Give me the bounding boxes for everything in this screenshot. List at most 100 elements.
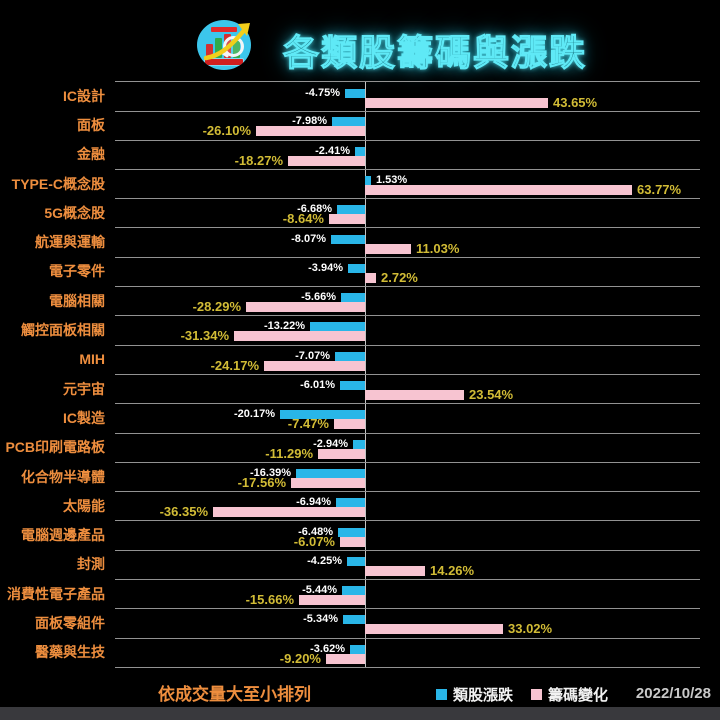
value-label-updown: -5.66%: [301, 291, 336, 304]
chart-row: MIH -7.07% -24.17%: [0, 345, 720, 375]
category-label: PCB印刷電路板: [5, 439, 105, 456]
bar-updown: [310, 322, 365, 332]
value-label-updown: -7.07%: [295, 349, 330, 362]
value-label-chips: 63.77%: [637, 181, 682, 197]
chart-row: IC設計 -4.75% 43.65%: [0, 81, 720, 113]
bar-chips: [365, 243, 411, 254]
legend-item-chips: 籌碼變化: [531, 684, 608, 705]
row-plot-area: -5.34% 33.02%: [115, 608, 700, 639]
bar-chips: [264, 360, 365, 371]
magnifier-icon: [223, 36, 244, 57]
value-label-updown: -7.98%: [292, 115, 327, 128]
bar-chips: [299, 595, 365, 606]
bar-updown: [336, 498, 365, 508]
value-label-chips: -6.07%: [293, 533, 335, 549]
value-label-chips: 14.26%: [430, 562, 475, 578]
category-label: 太陽能: [63, 497, 105, 514]
value-label-updown: -5.34%: [303, 613, 338, 626]
bar-chips: [256, 126, 365, 137]
row-plot-area: -6.48% -6.07%: [115, 521, 700, 551]
value-label-chips: -18.27%: [234, 152, 283, 168]
value-label-chips: 2.72%: [381, 269, 418, 285]
bar-chart: IC設計 -4.75% 43.65% 面板 -7.98% -26.10% 金融 -2.41% -…: [0, 81, 720, 668]
category-label: 化合物半導體: [21, 468, 105, 485]
bar-chips: [365, 565, 425, 576]
chart-row: 電腦相關 -5.66% -28.29%: [0, 286, 720, 317]
chart-row: IC製造 -20.17% -7.47%: [0, 403, 720, 434]
row-plot-area: 1.53% 63.77%: [115, 169, 700, 200]
category-label: 電子零件: [49, 263, 105, 280]
row-plot-area: -6.94% -36.35%: [115, 491, 700, 522]
category-label: MIH: [79, 351, 105, 368]
bar-chips: [334, 419, 365, 430]
value-label-updown: -8.07%: [291, 232, 326, 245]
bar-chips: [213, 507, 365, 518]
chart-row: 航運與運輸 -8.07% 11.03%: [0, 228, 720, 258]
bar-updown: [342, 586, 365, 596]
value-label-chips: -15.66%: [245, 592, 294, 608]
value-label-updown: -2.94%: [313, 437, 348, 450]
bar-updown: [337, 205, 365, 215]
category-label: 消費性電子產品: [7, 585, 105, 602]
bar-updown: [343, 615, 365, 625]
value-label-chips: 43.65%: [553, 95, 598, 110]
value-label-updown: -6.94%: [296, 496, 331, 509]
legend-item-updown: 類股漲跌: [436, 684, 513, 705]
category-label: IC設計: [63, 87, 105, 104]
category-label: 金融: [77, 146, 105, 163]
value-label-updown: -20.17%: [234, 408, 275, 421]
bar-updown: [340, 381, 365, 390]
row-plot-area: -13.22% -31.34%: [115, 315, 700, 346]
chart-legend: 類股漲跌 籌碼變化: [436, 684, 608, 705]
bar-chips: [365, 184, 632, 195]
row-plot-area: -4.75% 43.65%: [115, 81, 700, 113]
value-label-chips: -7.47%: [287, 416, 329, 432]
legend-label-chips: 籌碼變化: [548, 687, 609, 704]
chart-row: 消費性電子產品 -5.44% -15.66%: [0, 579, 720, 610]
bar-chips: [246, 302, 365, 313]
value-label-chips: -36.35%: [159, 504, 208, 520]
page-title: 各類股籌碼與漲跌: [282, 31, 587, 73]
value-label-updown: -4.75%: [305, 87, 340, 99]
category-label: 觸控面板相關: [21, 322, 105, 339]
value-label-chips: 11.03%: [416, 240, 460, 256]
chart-row: 封測 -4.25% 14.26%: [0, 550, 720, 581]
value-label-chips: -17.56%: [237, 474, 286, 490]
chart-row: PCB印刷電路板 -2.94% -11.29%: [0, 433, 720, 463]
bar-chips: [365, 624, 503, 635]
category-label: 電腦相關: [49, 292, 105, 309]
value-label-updown: -6.01%: [300, 379, 335, 391]
bar-chips: [291, 477, 365, 488]
bar-chips: [365, 98, 548, 108]
bar-updown: [341, 293, 365, 303]
value-label-updown: -16.39%: [250, 466, 291, 479]
window-bottom-edge: [0, 707, 720, 720]
category-label: TYPE-C概念股: [11, 175, 105, 192]
value-label-chips: 23.54%: [469, 387, 514, 402]
category-label: 面板零組件: [35, 615, 105, 632]
chart-row: 面板零組件 -5.34% 33.02%: [0, 608, 720, 639]
chart-row: 面板 -7.98% -26.10%: [0, 110, 720, 141]
category-label: 元宇宙: [63, 380, 105, 397]
chart-row: 5G概念股 -6.68% -8.64%: [0, 198, 720, 229]
row-plot-area: -3.62% -9.20%: [115, 638, 700, 668]
bar-updown: [331, 234, 365, 244]
row-plot-area: -3.94% 2.72%: [115, 257, 700, 288]
row-plot-area: -8.07% 11.03%: [115, 228, 700, 258]
chart-row: 醫藥與生技 -3.62% -9.20%: [0, 638, 720, 668]
row-plot-area: -16.39% -17.56%: [115, 462, 700, 493]
value-label-chips: -28.29%: [192, 299, 241, 315]
legend-label-updown: 類股漲跌: [453, 687, 514, 704]
value-label-chips: -26.10%: [202, 123, 251, 139]
value-label-chips: -31.34%: [180, 328, 229, 344]
bar-updown: [350, 644, 365, 654]
value-label-chips: -24.17%: [210, 357, 259, 373]
bar-updown: [280, 410, 365, 420]
row-plot-area: -4.25% 14.26%: [115, 550, 700, 581]
chart-row: 電子零件 -3.94% 2.72%: [0, 257, 720, 288]
bar-updown: [345, 89, 365, 98]
bar-updown: [355, 146, 365, 156]
value-label-updown: 1.53%: [376, 173, 408, 186]
chart-row: 化合物半導體 -16.39% -17.56%: [0, 462, 720, 493]
bar-updown: [332, 117, 365, 127]
